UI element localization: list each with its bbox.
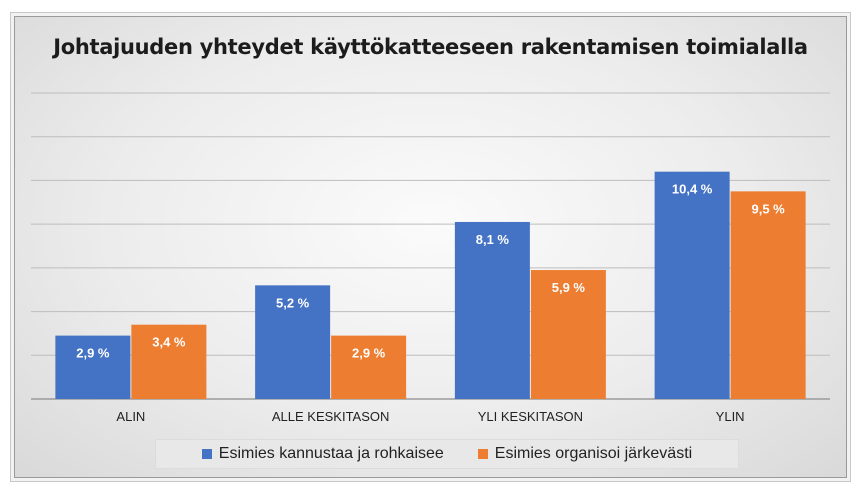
bar xyxy=(255,285,331,399)
bar xyxy=(331,335,407,399)
data-label: 10,4 % xyxy=(672,182,713,197)
data-label: 2,9 % xyxy=(76,346,110,361)
chart-legend: Esimies kannustaa ja rohkaisee Esimies o… xyxy=(155,439,739,469)
legend-item-series-1: Esimies kannustaa ja rohkaisee xyxy=(201,445,444,463)
x-tick-label: ALIN xyxy=(116,409,145,424)
bar xyxy=(730,191,806,399)
chart-frame: Johtajuuden yhteydet käyttökatteeseen ra… xyxy=(14,16,847,478)
x-tick-label: ALLE KESKITASON xyxy=(272,409,390,424)
bar xyxy=(530,270,606,399)
legend-label-series-1: Esimies kannustaa ja rohkaisee xyxy=(218,445,444,462)
legend-label-series-2: Esimies organisoi järkevästi xyxy=(494,445,693,462)
legend-swatch-series-1 xyxy=(201,449,212,459)
legend-swatch-series-2 xyxy=(477,449,488,459)
data-label: 5,2 % xyxy=(276,295,310,310)
chart-title: Johtajuuden yhteydet käyttökatteeseen ra… xyxy=(53,35,808,59)
bar xyxy=(454,221,530,399)
bar xyxy=(654,171,730,399)
x-tick-label: YLIN xyxy=(716,409,745,424)
x-tick-label: YLI KESKITASON xyxy=(478,409,583,424)
bar xyxy=(131,324,207,399)
bar xyxy=(55,335,131,399)
data-label: 3,4 % xyxy=(152,335,186,350)
chart-plot-area: 2,9 % 3,4 % ALIN 5,2 % 2,9 % ALLE KESKITASON 8… xyxy=(31,92,830,424)
data-label: 8,1 % xyxy=(476,232,510,247)
data-label: 9,5 % xyxy=(752,201,786,216)
data-label: 5,9 % xyxy=(552,280,586,295)
legend-item-series-2: Esimies organisoi järkevästi xyxy=(477,445,693,463)
data-label: 2,9 % xyxy=(352,346,386,361)
